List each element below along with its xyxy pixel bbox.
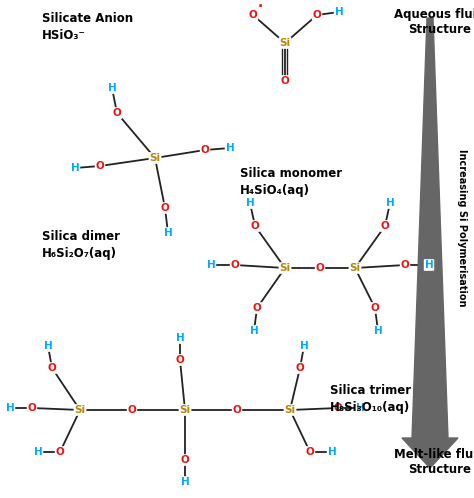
Text: O: O [27,403,36,413]
Text: O: O [316,263,324,273]
Text: H: H [246,198,255,208]
Text: Si: Si [180,405,191,415]
Text: H: H [34,447,42,457]
Text: H: H [108,83,117,93]
Text: O: O [128,405,137,415]
Text: ·: · [257,0,263,14]
Text: O: O [96,161,104,171]
Text: O: O [113,108,121,118]
Text: H: H [356,403,365,413]
Text: Silica dimer: Silica dimer [42,230,120,243]
Text: H: H [328,447,337,457]
Text: H: H [181,477,190,487]
Text: H: H [386,198,394,208]
Text: O: O [281,76,289,86]
Text: O: O [233,405,241,415]
Text: H: H [176,333,184,343]
Text: O: O [253,303,261,313]
Text: H: H [44,341,52,351]
Text: H: H [250,326,258,336]
Text: Si: Si [74,405,86,415]
Text: H: H [300,341,309,351]
Text: Si: Si [349,263,361,273]
Text: H: H [374,326,383,336]
Text: H₄SiO₄(aq): H₄SiO₄(aq) [240,183,310,197]
Text: H: H [164,228,173,238]
Text: H: H [71,163,79,173]
Text: O: O [249,10,257,20]
Text: O: O [231,260,239,270]
Text: O: O [306,447,314,457]
Text: Silicate Anion: Silicate Anion [42,11,133,24]
Text: Melt-like fluid
Structure: Melt-like fluid Structure [394,448,474,476]
Text: Increasing Si Polymerisation: Increasing Si Polymerisation [457,149,467,307]
Text: H: H [335,7,343,17]
Text: O: O [313,10,321,20]
Text: O: O [176,355,184,365]
Text: O: O [55,447,64,457]
Text: O: O [401,260,410,270]
Text: Si: Si [149,153,161,163]
Text: H: H [207,260,215,270]
Text: O: O [371,303,379,313]
Text: Silica monomer: Silica monomer [240,166,342,179]
Text: O: O [201,145,210,155]
Polygon shape [402,18,458,468]
Text: O: O [47,363,56,373]
Text: Si: Si [284,405,296,415]
Text: H: H [6,403,14,413]
Text: Si: Si [280,38,291,48]
Text: Aqueous fluid
Structure: Aqueous fluid Structure [394,8,474,36]
Text: O: O [296,363,304,373]
Text: H: H [226,143,234,153]
Text: H₈Si₃O₁₀(aq): H₈Si₃O₁₀(aq) [330,400,410,413]
Text: HSiO₃⁻: HSiO₃⁻ [42,28,86,41]
Text: O: O [251,221,259,231]
Text: O: O [161,203,169,213]
Text: Silica trimer: Silica trimer [330,383,411,396]
Text: Si: Si [280,263,291,273]
Text: H: H [425,260,433,270]
Text: O: O [334,403,342,413]
Text: O: O [181,455,190,465]
Text: O: O [381,221,389,231]
Text: H₆Si₂O₇(aq): H₆Si₂O₇(aq) [42,247,117,259]
